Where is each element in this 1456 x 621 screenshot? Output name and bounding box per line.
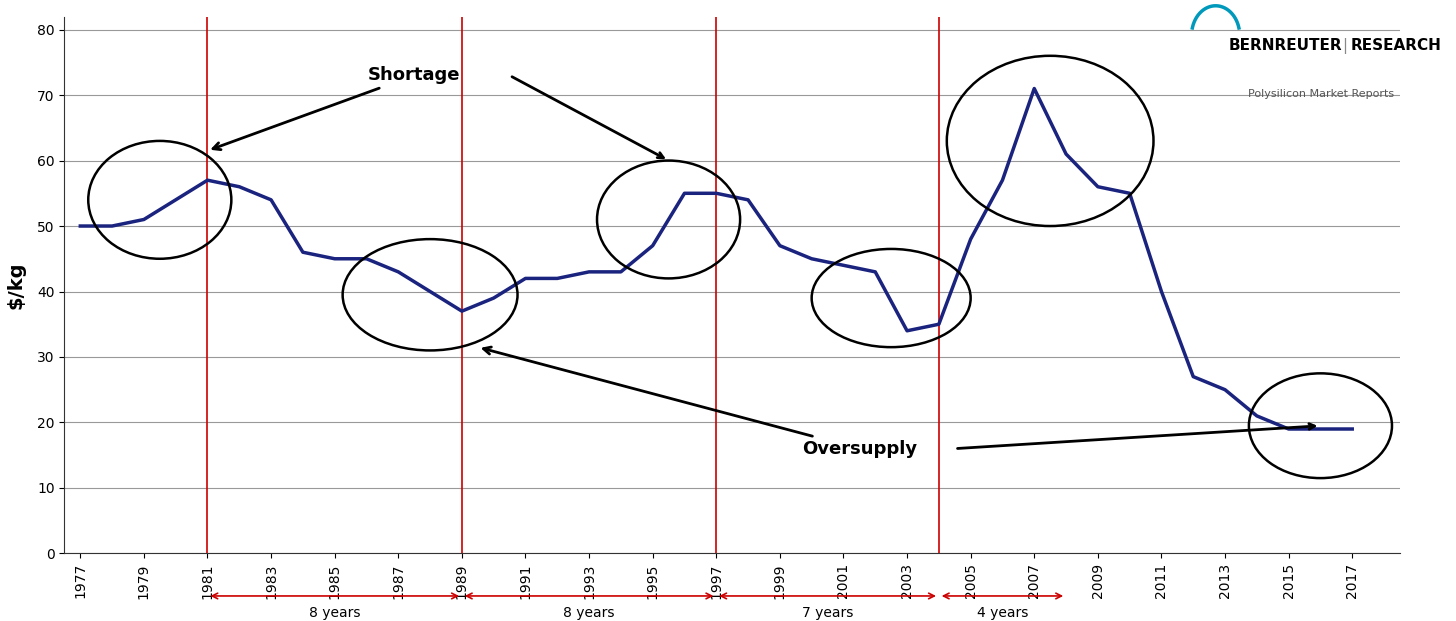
Y-axis label: $/kg: $/kg	[7, 261, 26, 309]
Text: Polysilicon Market Reports: Polysilicon Market Reports	[1248, 89, 1393, 99]
Text: |: |	[1342, 38, 1348, 54]
Text: Oversupply: Oversupply	[483, 347, 917, 458]
Text: 8 years: 8 years	[563, 605, 614, 620]
Text: BERNREUTER: BERNREUTER	[1229, 38, 1342, 53]
Text: Shortage: Shortage	[213, 66, 460, 150]
Text: 7 years: 7 years	[802, 605, 853, 620]
Text: RESEARCH: RESEARCH	[1351, 38, 1441, 53]
Text: 4 years: 4 years	[977, 605, 1028, 620]
Text: 8 years: 8 years	[309, 605, 361, 620]
